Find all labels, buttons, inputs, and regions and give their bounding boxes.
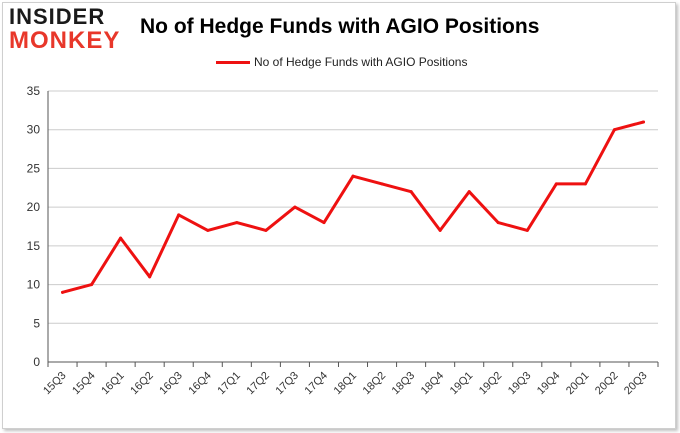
x-tick-label: 18Q3	[390, 370, 418, 398]
logo-line-1: INSIDER	[9, 4, 106, 29]
data-point	[264, 228, 268, 232]
x-tick-label: 18Q4	[419, 370, 447, 398]
legend-label: No of Hedge Funds with AGIO Positions	[254, 55, 468, 69]
y-tick-label: 20	[27, 200, 41, 214]
x-tick-label: 19Q1	[448, 370, 476, 398]
x-tick-label: 17Q1	[215, 370, 243, 398]
y-tick-label: 5	[33, 316, 40, 330]
data-point	[438, 228, 442, 232]
x-tick-label: 19Q4	[535, 370, 563, 398]
data-point	[612, 128, 616, 132]
y-tick-label: 0	[33, 355, 40, 369]
x-tick-label: 20Q1	[564, 370, 592, 398]
x-tick-label: 17Q3	[274, 370, 302, 398]
insider-monkey-logo: INSIDER MONKEY	[9, 6, 120, 53]
x-tick-label: 16Q3	[157, 370, 185, 398]
data-point	[148, 275, 152, 279]
x-tick-label: 15Q4	[70, 370, 98, 398]
data-point	[409, 190, 413, 194]
x-tick-label: 16Q1	[99, 370, 127, 398]
y-tick-label: 10	[27, 278, 41, 292]
x-tick-label: 17Q4	[303, 370, 331, 398]
x-tick-label: 17Q2	[244, 370, 272, 398]
x-tick-label: 16Q4	[186, 370, 214, 398]
chart-legend: No of Hedge Funds with AGIO Positions	[216, 55, 467, 69]
y-tick-label: 15	[27, 239, 41, 253]
data-point	[496, 221, 500, 225]
chart-title: No of Hedge Funds with AGIO Positions	[140, 15, 540, 38]
y-tick-label: 25	[27, 161, 41, 175]
x-tick-label: 16Q2	[128, 370, 156, 398]
x-tick-label: 20Q3	[622, 370, 650, 398]
logo-line-2: MONKEY	[9, 27, 121, 54]
data-point	[322, 221, 326, 225]
data-point	[351, 174, 355, 178]
data-point	[235, 221, 239, 225]
data-point	[206, 228, 210, 232]
x-tick-label: 19Q3	[506, 370, 534, 398]
data-point	[177, 213, 181, 217]
data-point	[467, 190, 471, 194]
x-tick-label: 19Q2	[477, 370, 505, 398]
y-tick-label: 35	[27, 84, 41, 98]
data-point	[583, 182, 587, 186]
x-tick-label: 20Q2	[593, 370, 621, 398]
y-tick-label: 30	[27, 123, 41, 137]
x-tick-label: 18Q1	[332, 370, 360, 398]
legend-swatch	[216, 60, 250, 64]
x-tick-label: 15Q3	[41, 370, 69, 398]
data-point	[61, 290, 65, 294]
data-point	[90, 283, 94, 287]
data-point	[293, 205, 297, 209]
data-point	[119, 236, 123, 240]
data-point	[641, 120, 645, 124]
x-tick-label: 18Q2	[361, 370, 389, 398]
data-point	[554, 182, 558, 186]
data-point	[380, 182, 384, 186]
data-point	[525, 228, 529, 232]
chart-frame	[2, 2, 676, 429]
